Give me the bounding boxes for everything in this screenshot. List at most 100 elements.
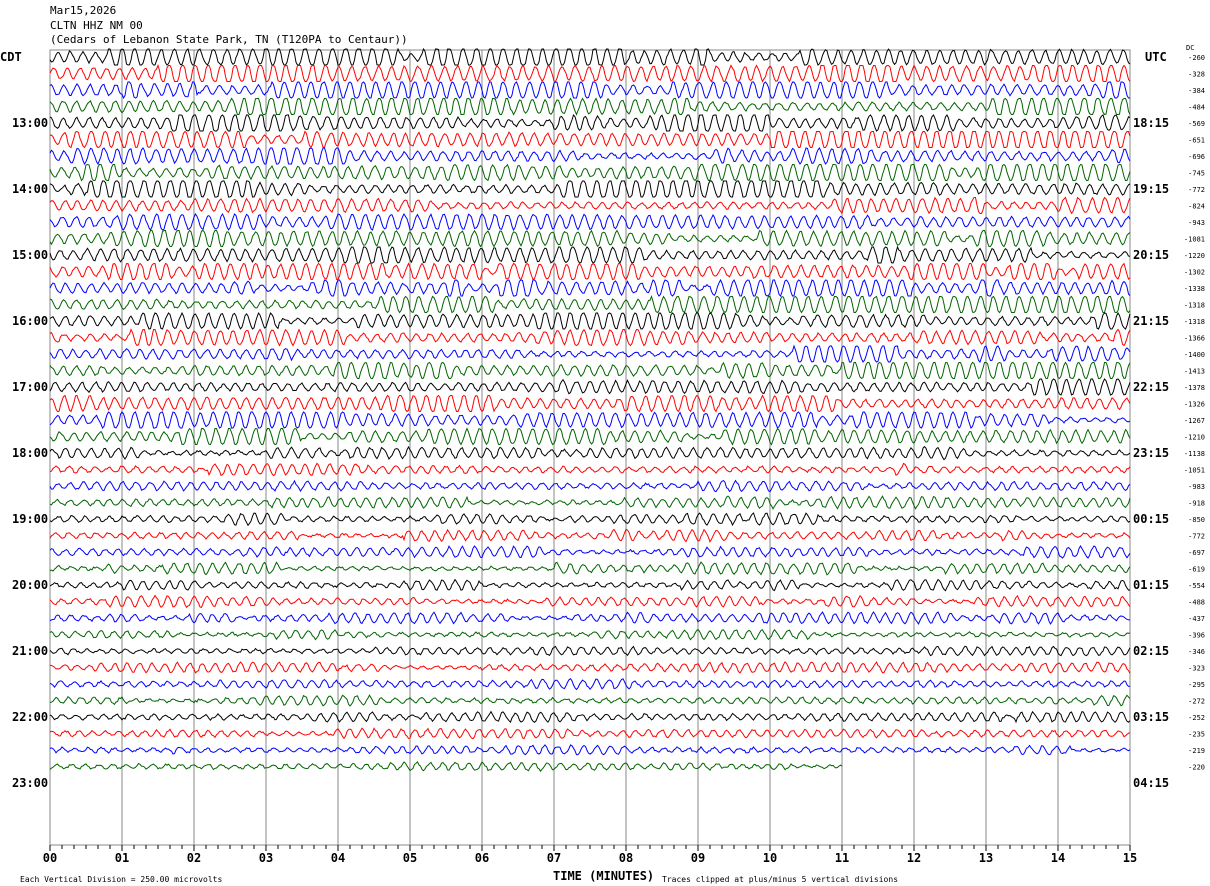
right-hour-label: 19:15 xyxy=(1133,182,1169,196)
seismic-trace xyxy=(49,311,1131,331)
dc-offset-label: -1338 xyxy=(1184,285,1205,293)
dc-offset-label: -569 xyxy=(1188,120,1205,128)
dc-offset-label: -1081 xyxy=(1184,236,1205,244)
seismic-trace xyxy=(49,661,1131,674)
dc-offset-label: -1400 xyxy=(1184,351,1205,359)
x-tick-label: 08 xyxy=(619,851,633,865)
dc-offset-label: -346 xyxy=(1188,648,1205,656)
seismic-trace xyxy=(49,394,1131,413)
x-tick-label: 13 xyxy=(979,851,993,865)
seismic-trace xyxy=(49,561,1131,576)
x-tick-label: 15 xyxy=(1123,851,1137,865)
left-hour-label: 19:00 xyxy=(12,512,48,526)
dc-offset-label: -1366 xyxy=(1184,335,1205,343)
clip-note: Traces clipped at plus/minus 5 vertical … xyxy=(662,875,898,884)
dc-offset-label: -1318 xyxy=(1184,302,1205,310)
dc-offset-label: -235 xyxy=(1188,731,1205,739)
dc-offset-label: -554 xyxy=(1188,582,1205,590)
right-hour-label: 03:15 xyxy=(1133,710,1169,724)
seismic-trace xyxy=(49,544,1131,559)
left-tz-label: CDT xyxy=(0,50,22,64)
x-tick-label: 07 xyxy=(547,851,561,865)
seismic-trace xyxy=(49,445,1131,461)
dc-offset-label: -1413 xyxy=(1184,368,1205,376)
left-hour-label: 13:00 xyxy=(12,116,48,130)
dc-offset-label: -295 xyxy=(1188,681,1205,689)
x-tick-label: 04 xyxy=(331,851,345,865)
left-hour-label: 17:00 xyxy=(12,380,48,394)
seismic-trace xyxy=(49,97,1131,116)
dc-offset-label: -983 xyxy=(1188,483,1205,491)
seismic-trace xyxy=(49,744,1131,756)
dc-offset-label: -1302 xyxy=(1184,269,1205,277)
dc-offset-label: -1210 xyxy=(1184,434,1205,442)
dc-offset-label: -850 xyxy=(1188,516,1205,524)
seismic-trace xyxy=(49,528,1131,543)
seismic-trace xyxy=(49,80,1130,100)
seismic-trace xyxy=(49,278,1131,297)
x-tick-label: 00 xyxy=(43,851,57,865)
x-tick-label: 03 xyxy=(259,851,273,865)
location-label: (Cedars of Lebanon State Park, TN (T120P… xyxy=(50,33,408,46)
seismic-trace xyxy=(49,594,1131,609)
scale-note: Each Vertical Division = 250.00 microvol… xyxy=(20,875,222,884)
seismic-trace xyxy=(49,212,1131,232)
left-hour-label: 23:00 xyxy=(12,776,48,790)
dc-offset-label: -1267 xyxy=(1184,417,1205,425)
seismic-trace xyxy=(49,361,1131,380)
dc-offset-label: -219 xyxy=(1188,747,1205,755)
x-axis-title: TIME (MINUTES) xyxy=(553,869,654,883)
right-hour-label: 21:15 xyxy=(1133,314,1169,328)
right-hour-label: 20:15 xyxy=(1133,248,1169,262)
seismic-trace xyxy=(49,512,1131,527)
right-hour-label: 00:15 xyxy=(1133,512,1169,526)
right-hour-label: 02:15 xyxy=(1133,644,1169,658)
dc-offset-label: -772 xyxy=(1188,186,1205,194)
dc-offset-label: -745 xyxy=(1188,170,1205,178)
seismic-trace xyxy=(49,462,1131,477)
seismic-trace xyxy=(49,678,1131,691)
seismic-trace xyxy=(49,64,1131,83)
dc-offset-label: -696 xyxy=(1188,153,1205,161)
seismic-trace xyxy=(49,645,1131,657)
seismic-trace xyxy=(49,628,1131,641)
seismic-trace xyxy=(49,196,1131,215)
right-hour-label: 01:15 xyxy=(1133,578,1169,592)
left-hour-label: 21:00 xyxy=(12,644,48,658)
seismic-trace xyxy=(49,694,1131,707)
date-label: Mar15,2026 xyxy=(50,4,117,17)
dc-offset-label: -1318 xyxy=(1184,318,1205,326)
x-tick-label: 12 xyxy=(907,851,921,865)
seismic-trace xyxy=(49,180,1131,198)
dc-offset-label: -484 xyxy=(1188,104,1205,112)
x-tick-label: 14 xyxy=(1051,851,1065,865)
dc-offset-label: -824 xyxy=(1188,203,1205,211)
x-tick-label: 02 xyxy=(187,851,201,865)
seismic-trace xyxy=(49,761,843,773)
dc-offset-label: -943 xyxy=(1188,219,1205,227)
left-hour-label: 22:00 xyxy=(12,710,48,724)
seismic-trace xyxy=(49,578,1131,592)
seismic-trace xyxy=(49,710,1131,724)
seismic-trace xyxy=(49,47,1131,66)
seismic-trace xyxy=(49,427,1131,446)
dc-offset-label: -697 xyxy=(1188,549,1205,557)
left-hour-label: 15:00 xyxy=(12,248,48,262)
seismic-trace xyxy=(49,328,1131,347)
dc-offset-label: -252 xyxy=(1188,714,1205,722)
dc-offset-label: -437 xyxy=(1188,615,1205,623)
dc-offset-label: -328 xyxy=(1188,71,1205,79)
dc-offset-label: -323 xyxy=(1188,665,1205,673)
dc-offset-label: -1326 xyxy=(1184,401,1205,409)
dc-offset-label: -619 xyxy=(1188,566,1205,574)
x-tick-label: 06 xyxy=(475,851,489,865)
seismic-trace xyxy=(49,411,1131,429)
seismic-trace xyxy=(49,229,1131,248)
seismic-trace xyxy=(49,727,1131,740)
left-hour-label: 18:00 xyxy=(12,446,48,460)
seismic-trace xyxy=(49,130,1131,149)
left-hour-label: 14:00 xyxy=(12,182,48,196)
dc-offset-label: -1220 xyxy=(1184,252,1205,260)
